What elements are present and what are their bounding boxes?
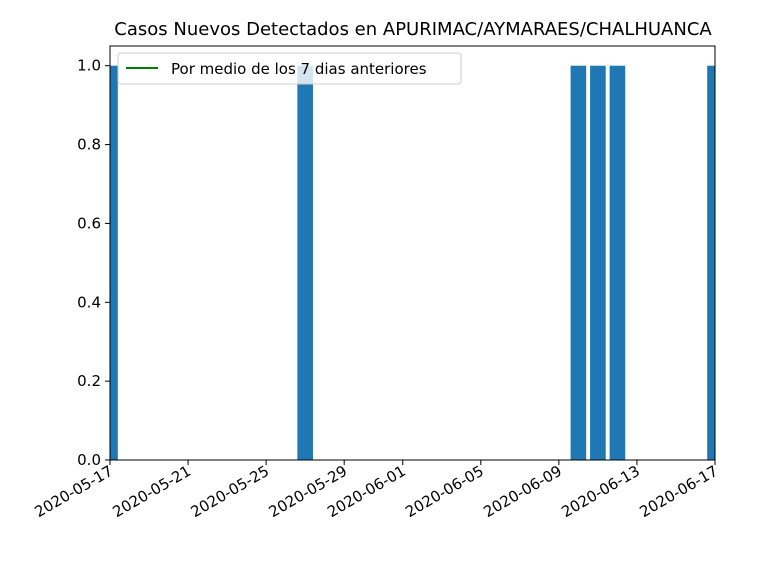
y-tick-label: 0.4 xyxy=(77,293,101,311)
bar xyxy=(590,65,606,460)
y-tick-label: 0.0 xyxy=(77,451,101,469)
bar xyxy=(297,65,313,460)
bar xyxy=(570,65,587,460)
x-tick-label: 2020-06-05 xyxy=(402,462,487,521)
y-tick-label: 0.8 xyxy=(77,136,101,154)
x-tick-label: 2020-05-25 xyxy=(188,462,273,521)
chart-title: Casos Nuevos Detectados en APURIMAC/AYMA… xyxy=(114,19,712,40)
x-tick-label: 2020-05-17 xyxy=(31,462,116,521)
bar xyxy=(707,65,715,460)
y-tick-label: 1.0 xyxy=(77,57,101,75)
y-tick-label: 0.2 xyxy=(77,372,101,390)
legend-box xyxy=(117,52,462,85)
legend: Por medio de los 7 dias anteriores xyxy=(117,52,462,85)
bars-layer xyxy=(110,65,715,460)
x-tick-label: 2020-06-09 xyxy=(480,462,565,521)
x-tick-label: 2020-06-17 xyxy=(636,462,721,521)
legend-label: Por medio de los 7 dias anteriores xyxy=(171,60,427,78)
x-tick-label: 2020-05-21 xyxy=(110,462,195,521)
y-tick-label: 0.6 xyxy=(77,214,101,232)
plot-frame xyxy=(109,45,716,461)
bar xyxy=(110,65,118,460)
x-tick-label: 2020-06-13 xyxy=(558,462,643,521)
bar xyxy=(609,65,626,460)
